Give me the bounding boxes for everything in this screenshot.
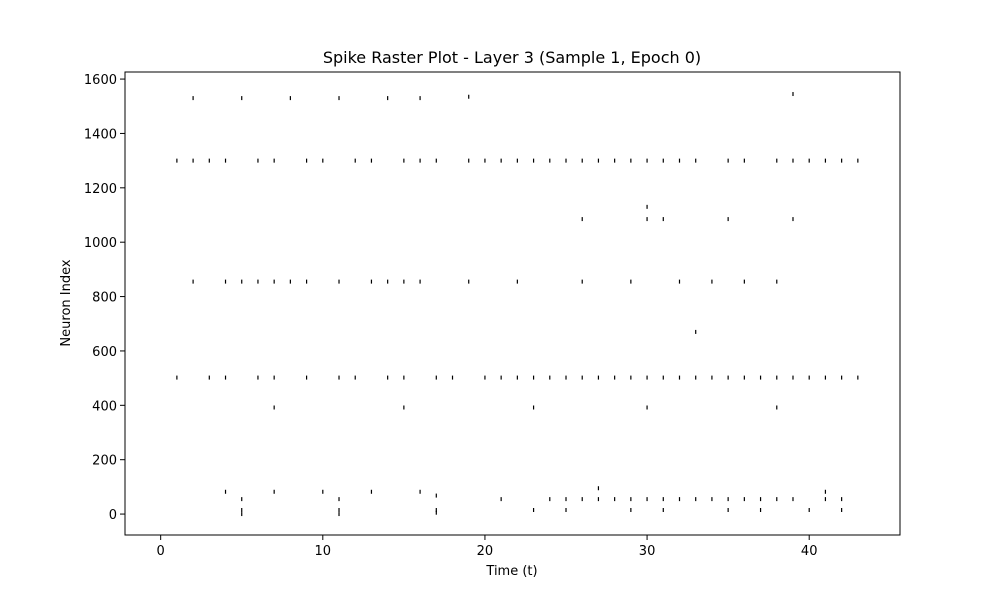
y-tick-label: 800 [92, 291, 117, 306]
plot-frame [124, 71, 901, 536]
y-tick-label: 1400 [84, 127, 117, 142]
x-tick-label: 30 [639, 544, 656, 559]
y-tick-label: 1000 [84, 236, 117, 251]
x-tick-label: 10 [315, 544, 332, 559]
y-tick-label: 200 [92, 454, 117, 469]
x-tick-label: 40 [801, 544, 818, 559]
x-tick-label: 0 [157, 544, 165, 559]
y-tick-label: 1600 [84, 73, 117, 88]
y-tick-label: 1200 [84, 182, 117, 197]
y-axis-label: Neuron Index [59, 259, 74, 346]
x-tick-label: 20 [477, 544, 494, 559]
y-tick-label: 400 [92, 399, 117, 414]
y-tick-label: 0 [109, 508, 117, 523]
chart-title: Spike Raster Plot - Layer 3 (Sample 1, E… [323, 48, 701, 67]
x-axis-label: Time (t) [485, 564, 537, 579]
y-tick-label: 600 [92, 345, 117, 360]
